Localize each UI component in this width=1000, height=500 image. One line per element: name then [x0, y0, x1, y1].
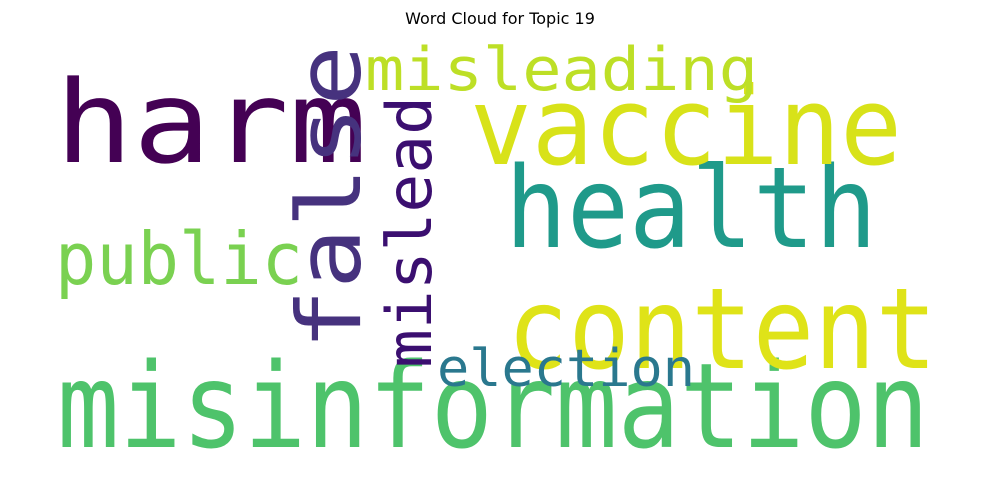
figure-title: Word Cloud for Topic 19	[405, 9, 595, 28]
word-vaccine: vaccine	[470, 65, 902, 190]
word-mislead: mislead	[373, 96, 446, 368]
word-misinformation: misinformation	[57, 337, 929, 475]
word-content: content	[507, 265, 937, 395]
word-misleading: misleading	[365, 35, 758, 105]
word-harm: harm	[55, 56, 367, 189]
word-public: public	[55, 217, 303, 301]
word-false: false	[278, 45, 381, 350]
word-health: health	[505, 144, 877, 274]
word-election: election	[437, 339, 695, 399]
